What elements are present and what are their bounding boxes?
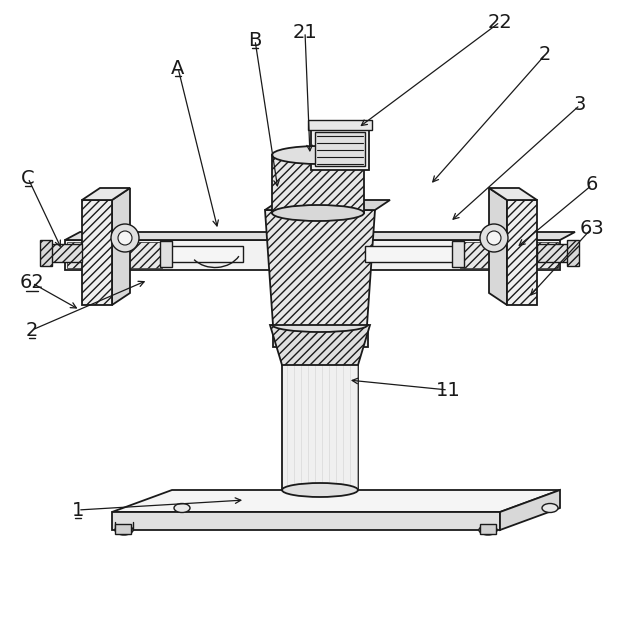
Bar <box>460 242 558 268</box>
Polygon shape <box>112 188 130 305</box>
Polygon shape <box>489 188 537 200</box>
Ellipse shape <box>282 332 358 348</box>
Text: 62: 62 <box>20 273 44 293</box>
Bar <box>567 240 579 266</box>
Ellipse shape <box>174 504 190 512</box>
Text: B: B <box>248 31 261 49</box>
Text: 11: 11 <box>435 380 461 399</box>
Text: 63: 63 <box>580 219 604 238</box>
Bar <box>115 524 131 534</box>
Text: 1: 1 <box>72 500 84 520</box>
Bar <box>65 240 560 270</box>
Ellipse shape <box>282 483 358 497</box>
Bar <box>537 244 569 262</box>
Circle shape <box>480 224 508 252</box>
Bar <box>50 244 82 262</box>
Text: C: C <box>21 169 35 187</box>
Bar <box>272 155 364 213</box>
Polygon shape <box>500 490 560 530</box>
Ellipse shape <box>272 205 364 221</box>
Circle shape <box>111 224 139 252</box>
Bar <box>82 200 112 305</box>
Ellipse shape <box>115 525 133 535</box>
Text: 2: 2 <box>26 321 38 339</box>
Bar <box>311 128 369 170</box>
Circle shape <box>118 231 132 245</box>
Bar <box>163 246 243 262</box>
Polygon shape <box>65 232 575 240</box>
Bar <box>507 200 537 305</box>
Polygon shape <box>112 490 560 512</box>
Polygon shape <box>82 188 130 200</box>
Bar <box>273 325 368 347</box>
Ellipse shape <box>542 504 558 512</box>
Ellipse shape <box>479 525 497 535</box>
Bar <box>480 524 496 534</box>
Bar <box>308 120 372 130</box>
Text: 2: 2 <box>539 45 551 65</box>
Text: 22: 22 <box>488 13 512 31</box>
Bar <box>40 240 52 266</box>
Bar <box>160 241 172 267</box>
Bar <box>315 132 365 166</box>
Text: 21: 21 <box>292 22 318 42</box>
Ellipse shape <box>273 318 367 332</box>
Text: 6: 6 <box>586 176 598 194</box>
Text: A: A <box>171 59 185 77</box>
Bar <box>282 340 358 490</box>
Bar <box>365 246 455 262</box>
Circle shape <box>487 231 501 245</box>
Polygon shape <box>270 325 370 365</box>
Text: 3: 3 <box>574 95 586 114</box>
Polygon shape <box>265 200 390 210</box>
Bar <box>452 241 464 267</box>
Polygon shape <box>265 210 375 325</box>
Bar <box>67 242 162 268</box>
Polygon shape <box>112 512 500 530</box>
Polygon shape <box>489 188 507 305</box>
Ellipse shape <box>272 146 364 164</box>
